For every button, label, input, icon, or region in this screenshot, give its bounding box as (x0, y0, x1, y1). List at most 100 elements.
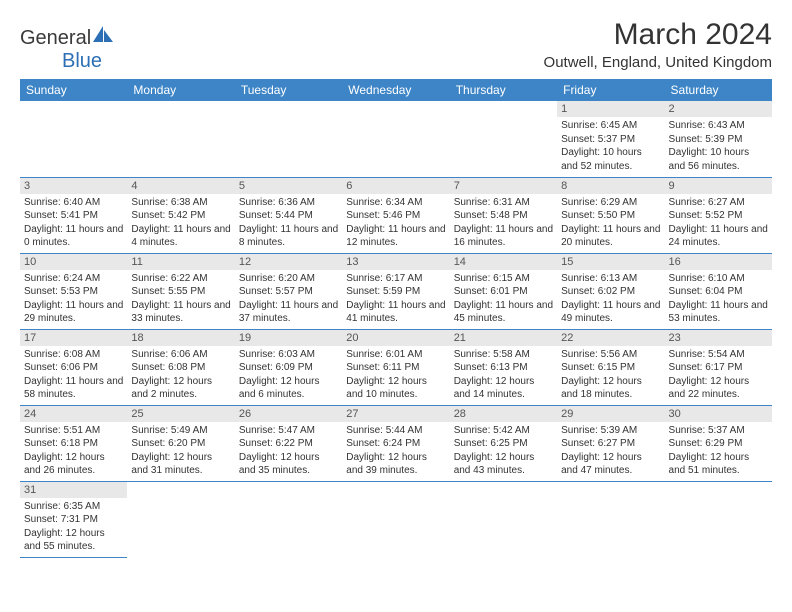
calendar-cell (450, 481, 557, 557)
day-number: 26 (235, 406, 342, 422)
weekday-header: Tuesday (235, 79, 342, 101)
location: Outwell, England, United Kingdom (544, 54, 772, 71)
day-number: 23 (665, 330, 772, 346)
day-number: 10 (20, 254, 127, 270)
day-data: Sunrise: 6:10 AMSunset: 6:04 PMDaylight:… (665, 270, 772, 328)
day-number: 2 (665, 101, 772, 117)
day-data: Sunrise: 6:38 AMSunset: 5:42 PMDaylight:… (127, 194, 234, 252)
calendar-cell: 22Sunrise: 5:56 AMSunset: 6:15 PMDayligh… (557, 329, 664, 405)
calendar-cell (127, 481, 234, 557)
day-number: 21 (450, 330, 557, 346)
calendar-cell: 10Sunrise: 6:24 AMSunset: 5:53 PMDayligh… (20, 253, 127, 329)
day-data: Sunrise: 5:51 AMSunset: 6:18 PMDaylight:… (20, 422, 127, 480)
logo-sail-icon (91, 24, 115, 44)
month-title: March 2024 (544, 18, 772, 52)
day-data: Sunrise: 6:01 AMSunset: 6:11 PMDaylight:… (342, 346, 449, 404)
calendar-cell (342, 481, 449, 557)
calendar-cell: 28Sunrise: 5:42 AMSunset: 6:25 PMDayligh… (450, 405, 557, 481)
calendar-cell: 9Sunrise: 6:27 AMSunset: 5:52 PMDaylight… (665, 177, 772, 253)
day-number: 15 (557, 254, 664, 270)
weekday-header: Friday (557, 79, 664, 101)
calendar-cell (127, 101, 234, 177)
day-data: Sunrise: 6:20 AMSunset: 5:57 PMDaylight:… (235, 270, 342, 328)
day-number: 27 (342, 406, 449, 422)
calendar-cell: 8Sunrise: 6:29 AMSunset: 5:50 PMDaylight… (557, 177, 664, 253)
calendar-cell: 14Sunrise: 6:15 AMSunset: 6:01 PMDayligh… (450, 253, 557, 329)
calendar-cell: 20Sunrise: 6:01 AMSunset: 6:11 PMDayligh… (342, 329, 449, 405)
day-number: 3 (20, 178, 127, 194)
day-number: 16 (665, 254, 772, 270)
weekday-header: Sunday (20, 79, 127, 101)
calendar-cell: 27Sunrise: 5:44 AMSunset: 6:24 PMDayligh… (342, 405, 449, 481)
calendar-cell: 19Sunrise: 6:03 AMSunset: 6:09 PMDayligh… (235, 329, 342, 405)
day-data: Sunrise: 6:13 AMSunset: 6:02 PMDaylight:… (557, 270, 664, 328)
calendar-cell: 18Sunrise: 6:06 AMSunset: 6:08 PMDayligh… (127, 329, 234, 405)
weekday-header: Monday (127, 79, 234, 101)
day-number: 17 (20, 330, 127, 346)
day-data: Sunrise: 6:27 AMSunset: 5:52 PMDaylight:… (665, 194, 772, 252)
calendar-cell: 15Sunrise: 6:13 AMSunset: 6:02 PMDayligh… (557, 253, 664, 329)
calendar-cell: 17Sunrise: 6:08 AMSunset: 6:06 PMDayligh… (20, 329, 127, 405)
day-number: 18 (127, 330, 234, 346)
calendar-cell: 31Sunrise: 6:35 AMSunset: 7:31 PMDayligh… (20, 481, 127, 557)
calendar-cell (450, 101, 557, 177)
day-data: Sunrise: 5:47 AMSunset: 6:22 PMDaylight:… (235, 422, 342, 480)
day-number: 25 (127, 406, 234, 422)
header: GeneralBlue March 2024 Outwell, England,… (20, 18, 772, 73)
logo-second: Blue (62, 50, 102, 72)
day-number: 12 (235, 254, 342, 270)
day-data: Sunrise: 5:42 AMSunset: 6:25 PMDaylight:… (450, 422, 557, 480)
day-data: Sunrise: 6:24 AMSunset: 5:53 PMDaylight:… (20, 270, 127, 328)
day-data: Sunrise: 6:40 AMSunset: 5:41 PMDaylight:… (20, 194, 127, 252)
calendar-cell: 6Sunrise: 6:34 AMSunset: 5:46 PMDaylight… (342, 177, 449, 253)
calendar-cell: 24Sunrise: 5:51 AMSunset: 6:18 PMDayligh… (20, 405, 127, 481)
day-number: 5 (235, 178, 342, 194)
calendar-cell: 26Sunrise: 5:47 AMSunset: 6:22 PMDayligh… (235, 405, 342, 481)
day-data: Sunrise: 5:56 AMSunset: 6:15 PMDaylight:… (557, 346, 664, 404)
day-data: Sunrise: 5:58 AMSunset: 6:13 PMDaylight:… (450, 346, 557, 404)
weekday-header: Saturday (665, 79, 772, 101)
day-number: 13 (342, 254, 449, 270)
day-number: 30 (665, 406, 772, 422)
calendar-cell: 1Sunrise: 6:45 AMSunset: 5:37 PMDaylight… (557, 101, 664, 177)
calendar-cell (342, 101, 449, 177)
day-data: Sunrise: 6:17 AMSunset: 5:59 PMDaylight:… (342, 270, 449, 328)
calendar-cell (235, 101, 342, 177)
day-data: Sunrise: 6:45 AMSunset: 5:37 PMDaylight:… (557, 117, 664, 175)
day-number: 6 (342, 178, 449, 194)
day-data: Sunrise: 5:49 AMSunset: 6:20 PMDaylight:… (127, 422, 234, 480)
day-number: 20 (342, 330, 449, 346)
calendar-cell: 16Sunrise: 6:10 AMSunset: 6:04 PMDayligh… (665, 253, 772, 329)
day-data: Sunrise: 6:29 AMSunset: 5:50 PMDaylight:… (557, 194, 664, 252)
day-number: 8 (557, 178, 664, 194)
day-data: Sunrise: 6:35 AMSunset: 7:31 PMDaylight:… (20, 498, 127, 556)
calendar-cell (557, 481, 664, 557)
day-number: 22 (557, 330, 664, 346)
calendar-cell (665, 481, 772, 557)
day-number: 9 (665, 178, 772, 194)
day-number: 24 (20, 406, 127, 422)
calendar-cell: 5Sunrise: 6:36 AMSunset: 5:44 PMDaylight… (235, 177, 342, 253)
day-number: 11 (127, 254, 234, 270)
day-number: 31 (20, 482, 127, 498)
day-number: 7 (450, 178, 557, 194)
day-data: Sunrise: 6:36 AMSunset: 5:44 PMDaylight:… (235, 194, 342, 252)
logo: GeneralBlue (20, 24, 115, 73)
day-data: Sunrise: 6:22 AMSunset: 5:55 PMDaylight:… (127, 270, 234, 328)
calendar-cell: 4Sunrise: 6:38 AMSunset: 5:42 PMDaylight… (127, 177, 234, 253)
day-data: Sunrise: 6:03 AMSunset: 6:09 PMDaylight:… (235, 346, 342, 404)
day-data: Sunrise: 6:34 AMSunset: 5:46 PMDaylight:… (342, 194, 449, 252)
weekday-header: Wednesday (342, 79, 449, 101)
calendar-cell: 29Sunrise: 5:39 AMSunset: 6:27 PMDayligh… (557, 405, 664, 481)
day-data: Sunrise: 6:31 AMSunset: 5:48 PMDaylight:… (450, 194, 557, 252)
day-data: Sunrise: 6:15 AMSunset: 6:01 PMDaylight:… (450, 270, 557, 328)
calendar-cell: 23Sunrise: 5:54 AMSunset: 6:17 PMDayligh… (665, 329, 772, 405)
calendar-cell: 2Sunrise: 6:43 AMSunset: 5:39 PMDaylight… (665, 101, 772, 177)
weekday-header: Thursday (450, 79, 557, 101)
calendar-grid: SundayMondayTuesdayWednesdayThursdayFrid… (20, 79, 772, 558)
day-number: 19 (235, 330, 342, 346)
day-data: Sunrise: 5:54 AMSunset: 6:17 PMDaylight:… (665, 346, 772, 404)
calendar-cell: 11Sunrise: 6:22 AMSunset: 5:55 PMDayligh… (127, 253, 234, 329)
day-number: 1 (557, 101, 664, 117)
calendar-cell: 13Sunrise: 6:17 AMSunset: 5:59 PMDayligh… (342, 253, 449, 329)
